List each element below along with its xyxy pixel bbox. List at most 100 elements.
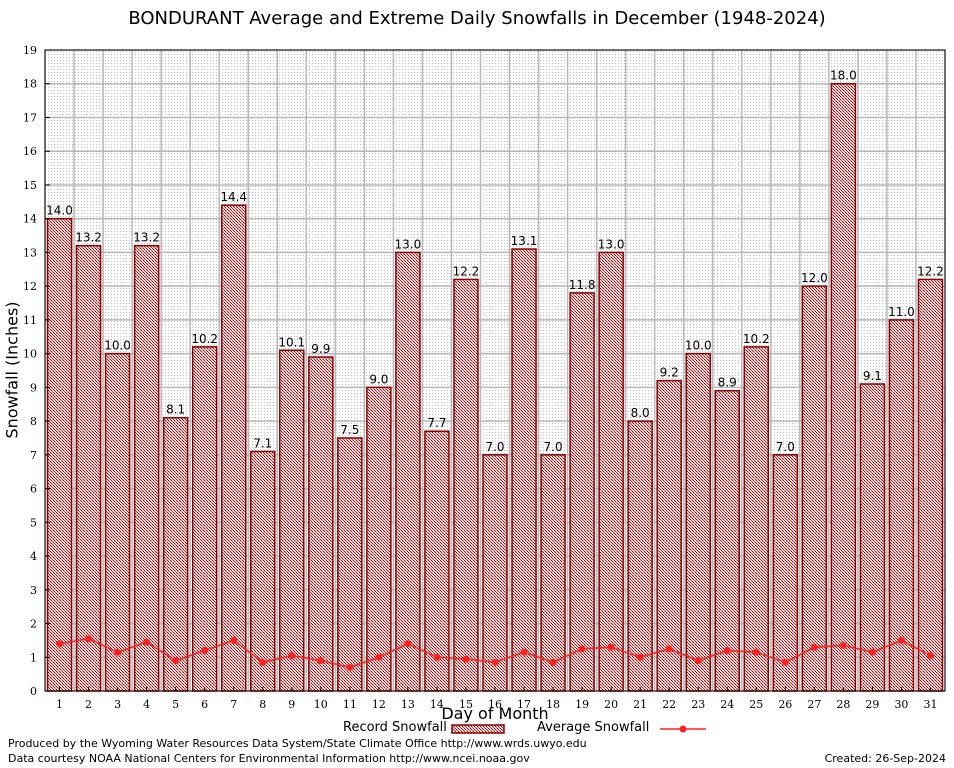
x-tick-label: 21 (633, 698, 647, 711)
record-bar (743, 346, 770, 692)
bar-value-label: 13.0 (598, 237, 625, 251)
bar-value-label: 7.1 (253, 436, 272, 450)
bar-value-label: 13.1 (511, 234, 538, 248)
y-axis-label: Snowfall (Inches) (2, 301, 22, 439)
legend-marker-average (679, 725, 687, 733)
x-tick-label: 28 (836, 698, 850, 711)
average-point (665, 645, 673, 653)
record-bar (685, 352, 711, 692)
average-point (781, 658, 789, 666)
bar-value-label: 14.0 (46, 204, 73, 218)
average-point (607, 643, 615, 651)
average-point (752, 648, 760, 656)
y-tick-label: 16 (23, 145, 37, 158)
average-point (172, 657, 180, 665)
record-bar (220, 204, 247, 692)
x-tick-label: 4 (143, 698, 150, 711)
average-point (259, 658, 267, 666)
average-point (549, 658, 557, 666)
y-tick-label: 4 (30, 550, 37, 563)
record-bar (133, 244, 160, 692)
record-bar (395, 251, 421, 692)
average-point (201, 647, 209, 655)
y-tick-label: 3 (30, 584, 37, 597)
y-tick-label: 0 (30, 685, 37, 698)
record-bar (511, 248, 537, 692)
average-point (433, 653, 441, 661)
record-bar (249, 450, 276, 692)
record-bar (46, 217, 73, 692)
credit-line-1: Produced by the Wyoming Water Resources … (8, 737, 587, 750)
bar-value-label: 11.8 (569, 278, 596, 292)
y-tick-label: 19 (23, 44, 37, 57)
x-tick-label: 2 (85, 698, 92, 711)
average-point (926, 652, 934, 660)
average-point (839, 641, 847, 649)
average-point (375, 653, 383, 661)
bar-value-label: 12.0 (801, 271, 828, 285)
y-tick-label: 14 (23, 213, 37, 226)
bar-value-label: 9.1 (863, 369, 882, 383)
legend: Record Snowfall Average Snowfall (0, 720, 954, 738)
y-tick-label: 18 (23, 78, 37, 91)
y-tick-label: 9 (30, 381, 37, 394)
y-tick-label: 8 (30, 415, 37, 428)
x-tick-label: 24 (720, 698, 734, 711)
record-bar (569, 292, 595, 692)
average-point (520, 648, 528, 656)
x-tick-label: 17 (517, 698, 531, 711)
record-bar (656, 379, 682, 692)
average-point (346, 663, 354, 671)
bar-value-label: 7.7 (427, 416, 446, 430)
record-bar (801, 285, 828, 692)
record-bar (337, 437, 363, 692)
average-point (114, 648, 122, 656)
x-tick-label: 6 (201, 698, 208, 711)
legend-swatch-record (451, 724, 505, 734)
bar-value-label: 9.2 (660, 366, 679, 380)
x-tick-label: 13 (401, 698, 415, 711)
x-tick-label: 9 (288, 698, 295, 711)
record-bar (279, 349, 305, 692)
average-point (462, 655, 470, 663)
legend-label-average: Average Snowfall (537, 720, 650, 735)
bar-value-label: 18.0 (830, 69, 857, 83)
credit-line-2: Data courtesy NOAA National Centers for … (8, 752, 530, 765)
bar-value-label: 9.9 (311, 342, 330, 356)
y-tick-label: 6 (30, 483, 37, 496)
y-tick-label: 11 (23, 314, 37, 327)
x-tick-label: 31 (923, 698, 937, 711)
bar-value-label: 13.2 (75, 231, 102, 245)
record-bar (424, 430, 450, 692)
record-bar (453, 278, 479, 692)
bar-value-label: 7.0 (485, 440, 504, 454)
average-point (230, 636, 238, 644)
bar-value-label: 12.2 (453, 264, 480, 278)
created-date: Created: 26-Sep-2024 (824, 752, 946, 765)
legend-label-record: Record Snowfall (343, 720, 447, 735)
y-tick-label: 17 (23, 111, 37, 124)
average-point (404, 640, 412, 648)
x-tick-label: 23 (691, 698, 705, 711)
record-bar (917, 278, 944, 692)
bar-value-label: 7.5 (340, 423, 359, 437)
x-tick-label: 27 (807, 698, 821, 711)
record-bar (308, 356, 334, 692)
bar-value-label: 7.0 (544, 440, 563, 454)
x-tick-label: 30 (894, 698, 908, 711)
bar-value-label: 10.1 (278, 335, 305, 349)
record-bar (162, 416, 189, 692)
bar-value-label: 12.2 (917, 264, 944, 278)
record-bar (888, 319, 915, 692)
average-point (491, 658, 499, 666)
x-tick-label: 5 (172, 698, 179, 711)
bar-value-label: 8.9 (718, 376, 737, 390)
x-axis-label: Day of Month (441, 704, 549, 723)
y-tick-label: 5 (30, 516, 37, 529)
record-bar (830, 82, 857, 692)
y-tick-label: 2 (30, 618, 37, 631)
average-point (897, 636, 905, 644)
chart-title: BONDURANT Average and Extreme Daily Snow… (128, 8, 826, 29)
x-tick-label: 16 (488, 698, 502, 711)
record-bar (540, 454, 566, 692)
